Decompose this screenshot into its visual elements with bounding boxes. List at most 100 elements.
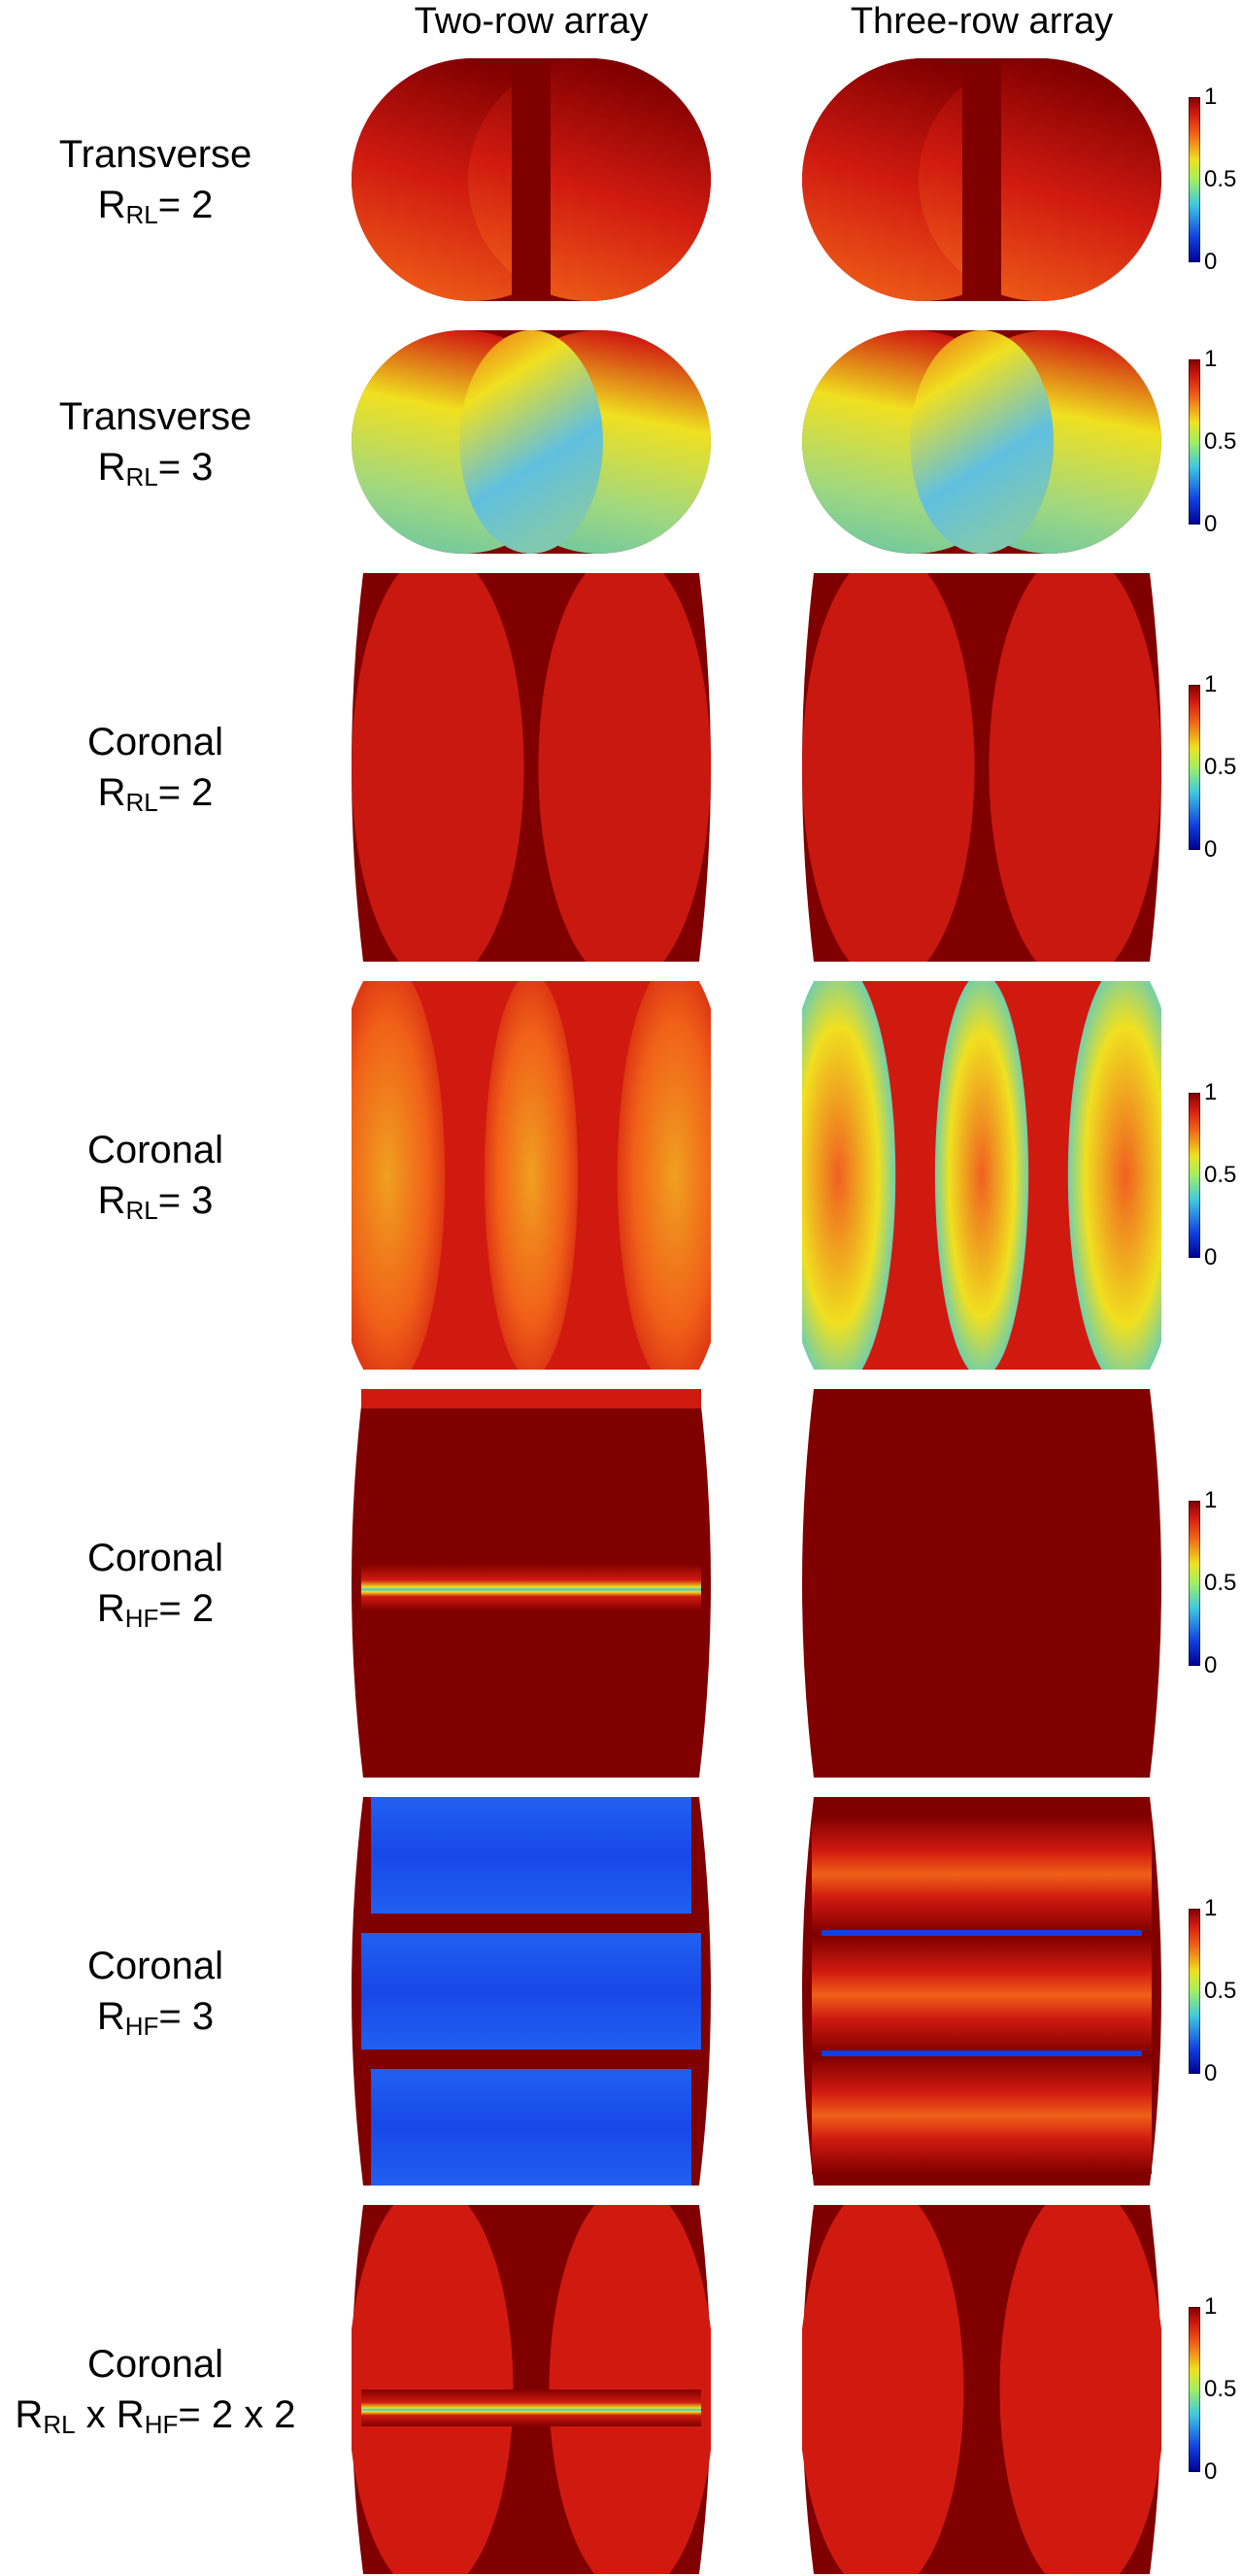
heatmap-lobe [352,573,524,962]
colorbar-tick-label: 0.5 [1204,1162,1237,1188]
row-label-2: Transverse RRL= 3 [0,391,311,502]
colorbar-tick-label: 0 [1204,1244,1218,1271]
row-factor-part: R [97,184,126,226]
colorbar-wrap [1189,1909,1200,2074]
heatmap-center-lobe [910,330,1054,554]
heatmap-top-band [361,1389,701,1408]
colorbar-tick-label: 0.5 [1204,428,1237,455]
colorbar-wrap [1189,1093,1200,1258]
row-factor-part: R [96,1995,125,2038]
heatmap-center-lobe [459,330,603,554]
row-factor-part: R [96,1587,125,1630]
colorbar-wrap [1189,685,1200,850]
colorbar-tick-label: 1 [1204,1895,1218,1921]
colorbar-gradient [1189,2307,1200,2472]
heatmap-panel-trans-r3-col1 [352,330,711,554]
heatmap-lobe [352,981,446,1370]
colorbar-tick-label: 1 [1204,671,1218,697]
colorbar-tick-label: 0 [1204,2060,1218,2086]
row-factor-part: R [97,446,126,489]
colorbar-gradient [1189,1501,1200,1666]
row-factor-part: HF [124,1604,159,1633]
row-factor: RRL= 2 [0,767,311,828]
row-factor-part: R [15,2393,44,2436]
colorbar-tick-label: 0.5 [1204,2376,1237,2402]
heatmap-panel-cor-rlhf-col1 [352,2205,711,2574]
heatmap-band [812,1816,1152,1933]
colorbar-tick-label: 0 [1204,836,1218,863]
colorbar-tick-label: 0.5 [1204,754,1237,780]
heatmap-band [812,2057,1152,2174]
heatmap-panel-cor-hf3-col1 [352,1797,711,2186]
heatmap-lobe [934,981,1029,1370]
heatmap-panel-cor-rl2-col1 [352,573,711,962]
heatmap-panel-trans-r2-col2 [802,58,1161,301]
colorbar [1189,2307,1200,2472]
heatmap-lobe [802,981,896,1370]
row-plane: Coronal [86,1945,224,1987]
heatmap-lobe [802,2205,964,2574]
row-factor-part: RL [125,1196,158,1225]
column-title-2: Three-row array [850,1,1114,42]
heatmap-panel-cor-rl2-col2 [802,573,1161,962]
heatmap-lobe [538,573,711,962]
row-label-4: Coronal RRL= 3 [0,1125,311,1236]
row-factor-part: = 3 [157,1179,214,1222]
row-plane: Transverse [58,133,252,176]
colorbar [1189,1909,1200,2074]
heatmap-lobe [919,58,1161,301]
colorbar [1189,1501,1200,1666]
colorbar-tick-label: 1 [1204,2293,1218,2320]
heatmap-lobe [1067,981,1161,1370]
row-factor-part: = 2 [158,1587,215,1630]
heatmap-band [361,1564,701,1610]
heatmap-blue-band [361,1933,701,2050]
heatmap-center [512,58,551,301]
row-factor-part: RL [125,200,158,229]
heatmap-blue-band [371,2069,691,2186]
heatmap-panel-cor-rl3-col1 [352,981,711,1370]
heatmap-lobe [989,573,1161,962]
colorbar [1189,685,1200,850]
heatmap-panel-cor-rlhf-col2 [802,2205,1161,2574]
colorbar-tick-label: 0.5 [1204,166,1237,192]
colorbar-tick-label: 0 [1204,2458,1218,2485]
heatmap-lobe [999,2205,1161,2574]
heatmap-band [361,2390,701,2426]
heatmap-line [822,2051,1142,2056]
row-plane: Coronal [86,2343,224,2386]
row-factor-part: R [97,771,126,814]
row-factor-part: HF [144,2410,179,2439]
row-label-7: Coronal RRL x RHF= 2 x 2 [0,2339,311,2450]
row-label-5: Coronal RHF= 2 [0,1533,311,1644]
heatmap-band [812,1937,1152,2053]
heatmap-lobe [617,981,711,1370]
colorbar-tick-label: 1 [1204,346,1218,372]
row-plane: Transverse [58,395,252,438]
colorbar-gradient [1189,359,1200,525]
row-factor-part: RL [125,462,158,491]
heatmap-panel-cor-rl3-col2 [802,981,1161,1370]
colorbar-tick-label: 1 [1204,1079,1218,1105]
colorbar-wrap [1189,2307,1200,2472]
colorbar-tick-label: 1 [1204,1487,1218,1513]
colorbar-gradient [1189,1093,1200,1258]
colorbar-gradient [1189,1909,1200,2074]
row-factor: RRL= 3 [0,442,311,502]
heatmap-panel-cor-hf2-col1 [352,1389,711,1778]
row-factor: RRL= 3 [0,1175,311,1236]
heatmap-lobe [484,981,579,1370]
heatmap-blue-band [371,1797,691,1914]
row-label-3: Coronal RRL= 2 [0,717,311,828]
colorbar [1189,1093,1200,1258]
row-label-1: Transverse RRL= 2 [0,129,311,240]
colorbar-tick-label: 1 [1204,84,1218,110]
row-factor-part: RL [125,788,158,817]
colorbar-wrap [1189,97,1200,262]
colorbar-tick-label: 0 [1204,1652,1218,1678]
colorbar-gradient [1189,685,1200,850]
row-label-6: Coronal RHF= 3 [0,1941,311,2051]
colorbar-tick-label: 0 [1204,249,1218,275]
row-factor-part: x R [75,2393,145,2436]
row-factor-part: R [97,1179,126,1222]
